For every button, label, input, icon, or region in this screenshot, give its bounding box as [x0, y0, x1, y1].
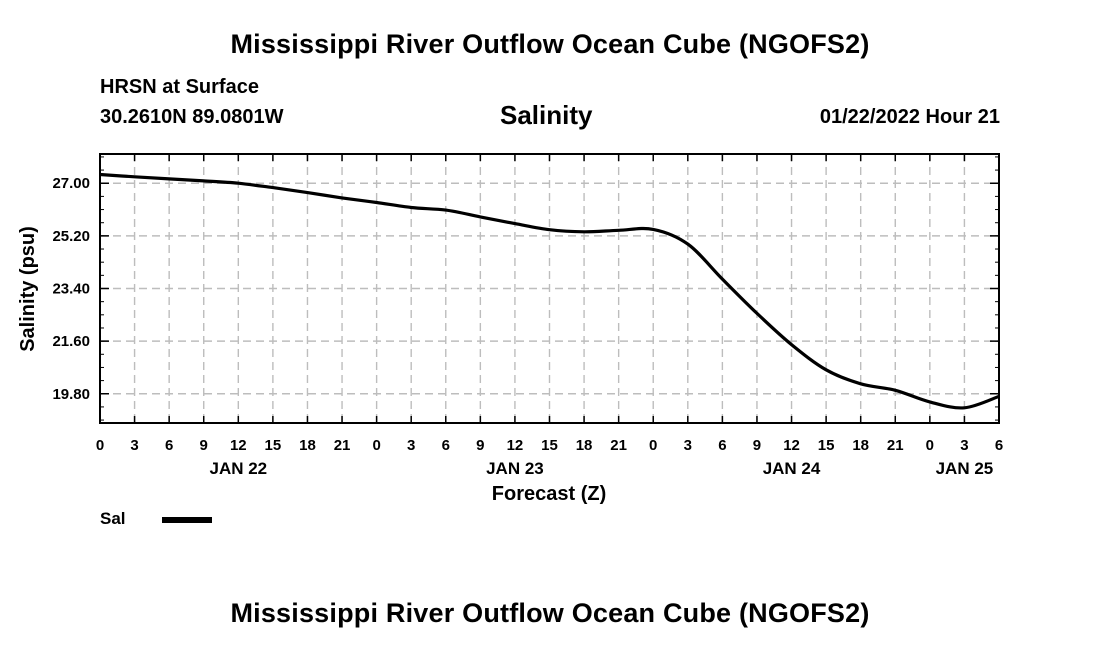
x-tick-label: 6 [442, 437, 450, 454]
x-tick-label: 6 [165, 437, 173, 454]
date-label: JAN 22 [209, 459, 267, 478]
legend-swatch-sal [162, 517, 212, 523]
x-tick-label: 3 [960, 437, 968, 454]
x-tick-label: 21 [887, 437, 904, 454]
x-tick-label: 21 [334, 437, 351, 454]
series-line-sal [99, 172, 1000, 410]
x-tick-label: 0 [372, 437, 380, 454]
x-tick-label: 6 [995, 437, 1003, 454]
grid-lines [100, 154, 999, 423]
x-tick-label: 3 [130, 437, 138, 454]
x-tick-label: 18 [852, 437, 869, 454]
y-tick-labels: 19.80 21.60 23.40 25.20 27.00 [52, 175, 90, 403]
x-tick-label: 9 [476, 437, 484, 454]
date-label: JAN 24 [763, 459, 821, 478]
legend-label-sal: Sal [100, 509, 126, 528]
series-group [99, 172, 1000, 410]
y-tick-label: 27.00 [52, 175, 90, 192]
x-tick-label: 0 [926, 437, 934, 454]
y-axis-label: Salinity (psu) [17, 226, 39, 352]
x-tick-label: 12 [783, 437, 800, 454]
coordinates-label: 30.2610N 89.0801W [100, 106, 284, 128]
date-label: JAN 23 [486, 459, 544, 478]
x-tick-label: 15 [541, 437, 558, 454]
y-tick-label: 25.20 [52, 228, 90, 245]
x-tick-label: 9 [200, 437, 208, 454]
variable-title: Salinity [500, 100, 593, 130]
x-tick-label: 6 [718, 437, 726, 454]
x-tick-label: 15 [818, 437, 835, 454]
footer-title: Mississippi River Outflow Ocean Cube (NG… [230, 598, 870, 628]
x-tick-label: 3 [684, 437, 692, 454]
x-tick-label: 9 [753, 437, 761, 454]
y-tick-label: 23.40 [52, 281, 90, 298]
x-axis-label: Forecast (Z) [492, 483, 606, 505]
station-label: HRSN at Surface [100, 76, 259, 98]
chart-title: Mississippi River Outflow Ocean Cube (NG… [230, 29, 870, 59]
x-tick-label: 0 [96, 437, 104, 454]
x-tick-label: 21 [610, 437, 627, 454]
x-tick-label: 0 [649, 437, 657, 454]
axis-ticks [99, 154, 1000, 423]
x-tick-label: 3 [407, 437, 415, 454]
y-tick-label: 21.60 [52, 333, 90, 350]
x-tick-label: 18 [576, 437, 593, 454]
date-label: JAN 25 [936, 459, 994, 478]
date-labels: JAN 22 JAN 23 JAN 24 JAN 25 [209, 459, 993, 478]
x-tick-label: 12 [507, 437, 524, 454]
x-tick-label: 12 [230, 437, 247, 454]
timestamp-label: 01/22/2022 Hour 21 [819, 106, 1000, 128]
x-tick-label: 15 [265, 437, 282, 454]
x-tick-labels: 0 3 6 9 12 15 18 21 0 3 6 9 12 15 18 21 0 3 6 9 12 15 18 21 0 3 6 [96, 437, 1003, 454]
x-tick-label: 18 [299, 437, 316, 454]
y-tick-label: 19.80 [52, 386, 90, 403]
